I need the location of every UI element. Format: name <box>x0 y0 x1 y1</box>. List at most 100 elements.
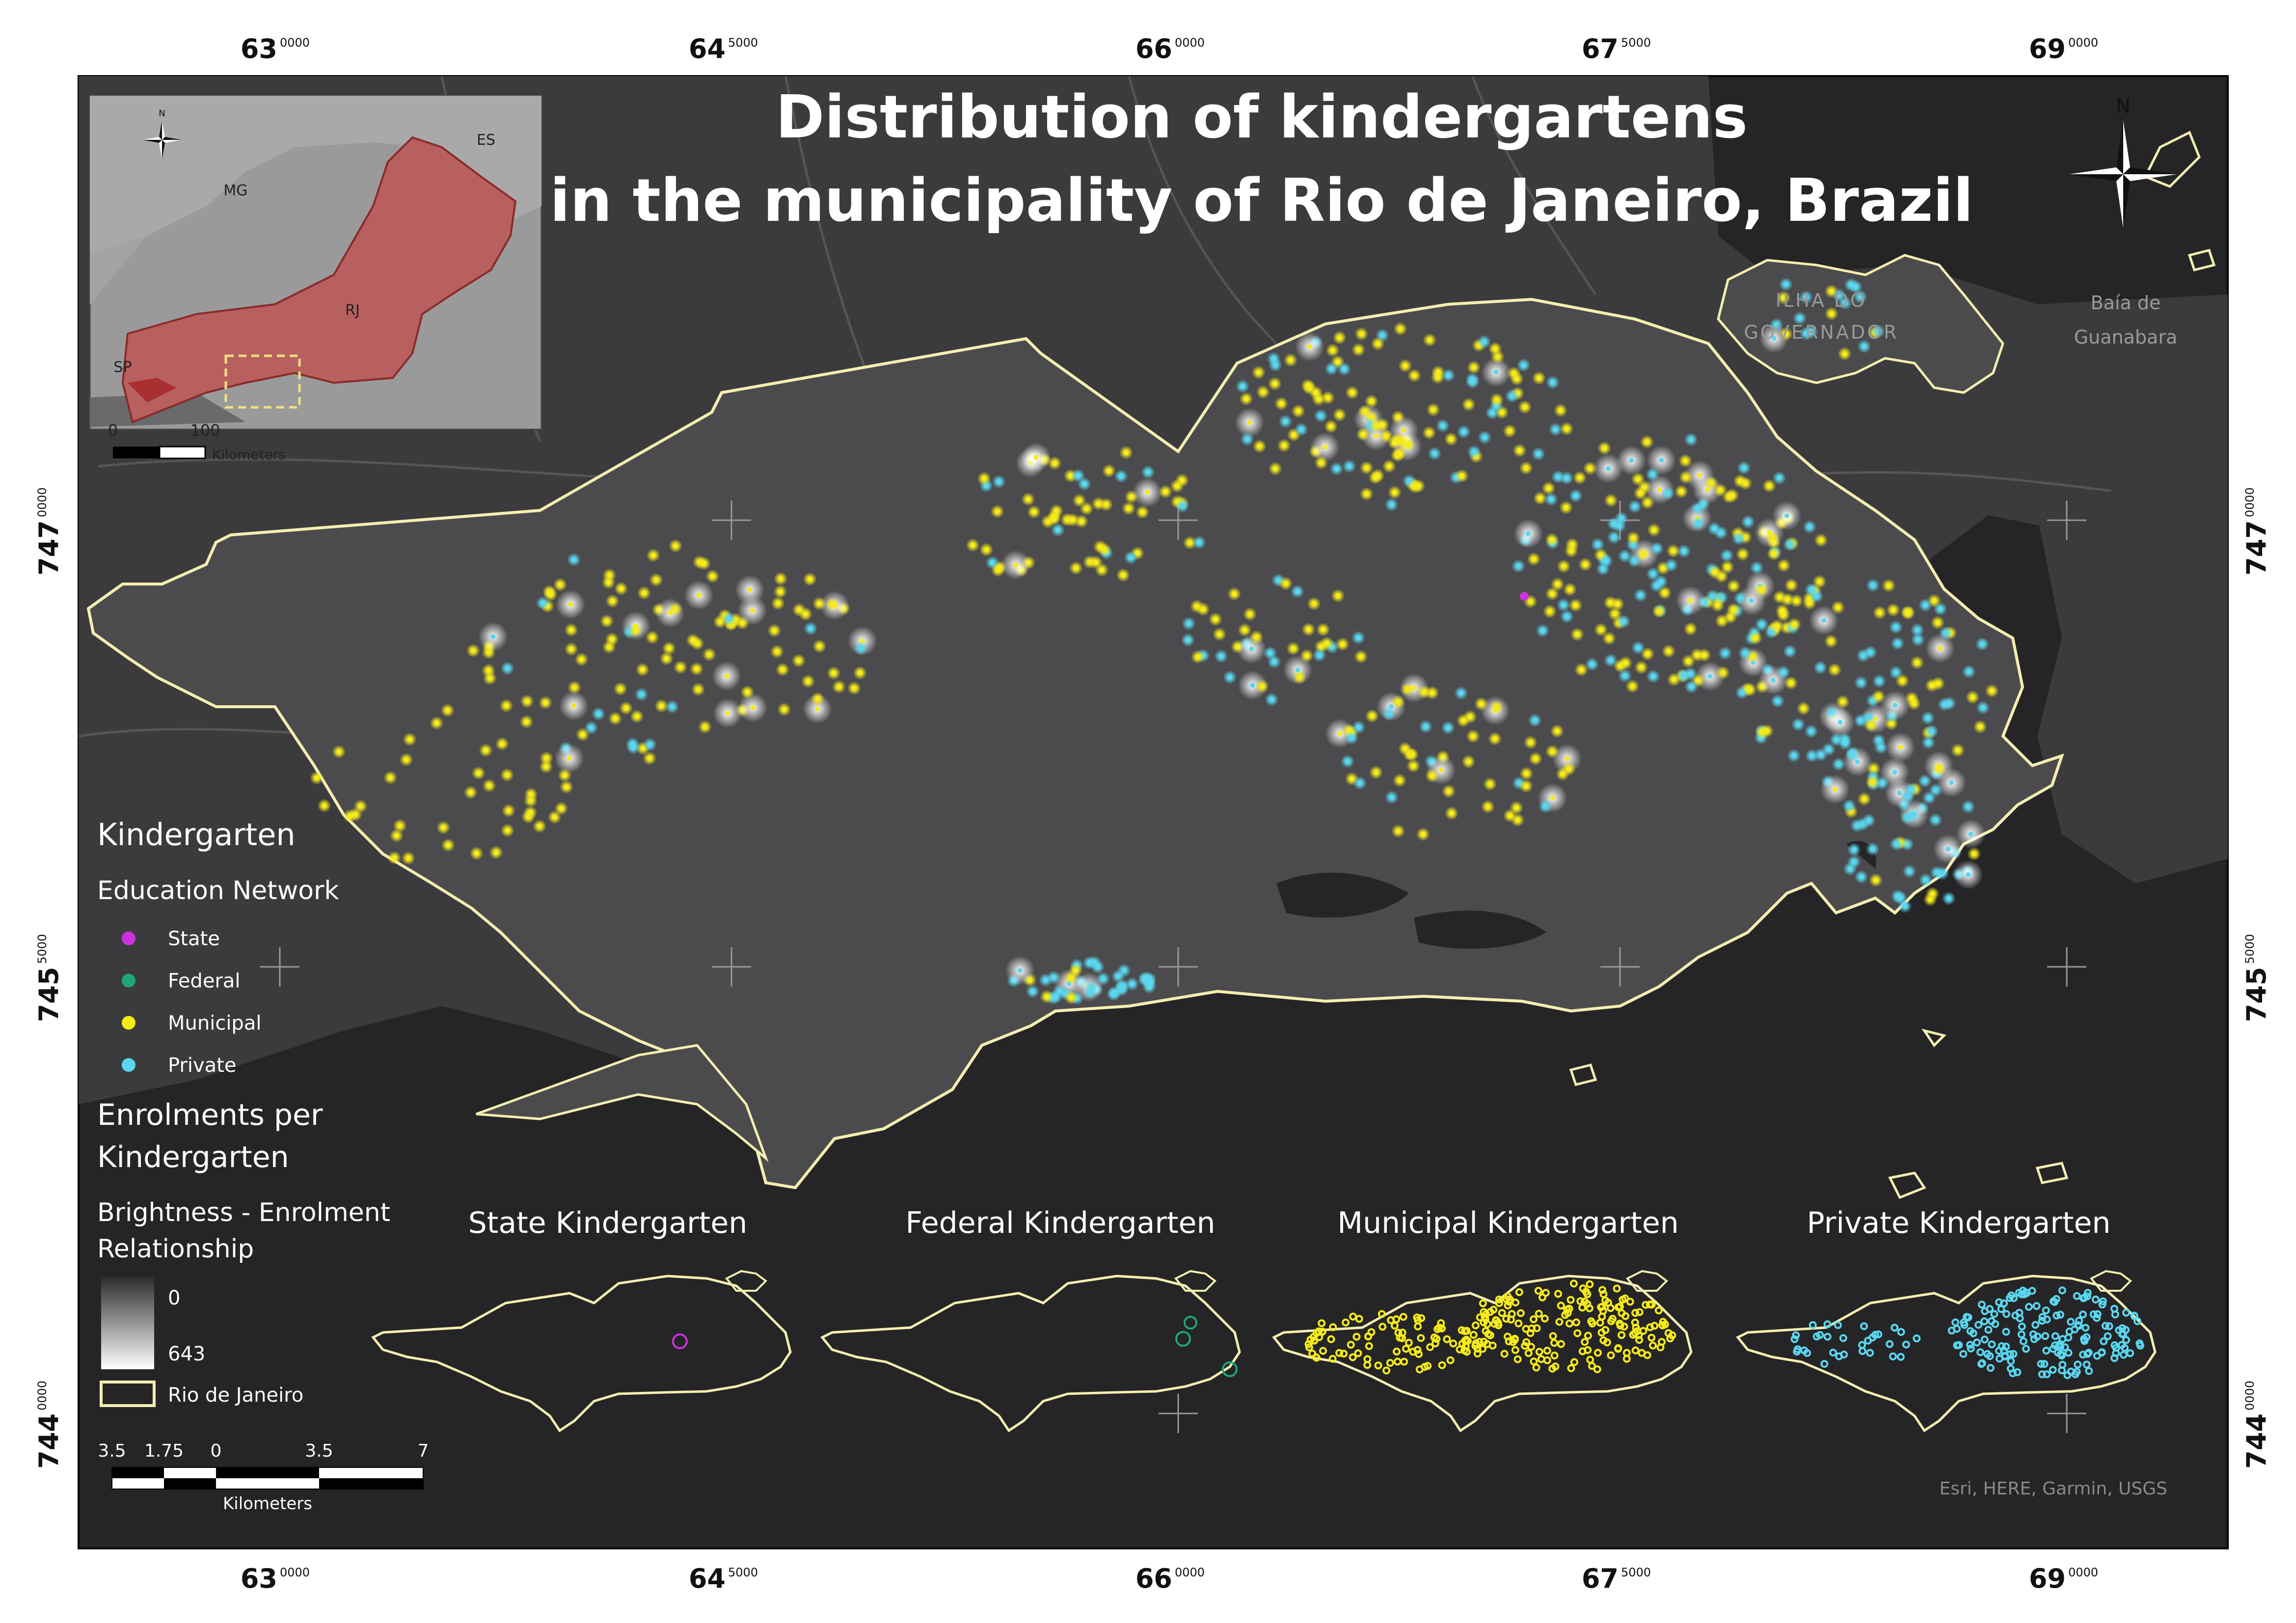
small-map-point <box>1486 1331 1494 1339</box>
small-map-point <box>1874 1330 1883 1338</box>
private-kindergarten-core <box>1946 896 1951 901</box>
private-kindergarten-core <box>1186 621 1191 626</box>
private-kindergarten-core <box>1423 724 1429 729</box>
inset-label-sp: SP <box>113 359 132 376</box>
small-map-point <box>1473 1350 1482 1357</box>
small-map-point <box>1613 1284 1621 1293</box>
small-map-point <box>1902 1340 1910 1349</box>
small-map-island <box>725 1270 768 1292</box>
municipal-kindergarten-core <box>1398 326 1403 332</box>
municipal-kindergarten-core <box>1319 460 1324 465</box>
municipal-kindergarten-core <box>796 658 801 664</box>
private-kindergarten-core <box>1804 294 1809 300</box>
private-kindergarten-core <box>1933 787 1938 793</box>
small-map-point <box>1969 1329 1977 1337</box>
small-map-point <box>2042 1306 2050 1314</box>
municipal-kindergarten-core <box>1291 432 1297 438</box>
private-kindergarten-core <box>1938 606 1943 612</box>
y-label-left-2: 744 <box>33 1413 64 1469</box>
municipal-kindergarten-core <box>1794 598 1799 604</box>
municipal-kindergarten-core <box>1747 687 1753 692</box>
private-kindergarten-core <box>1561 602 1566 608</box>
municipal-kindergarten-core <box>1788 680 1794 686</box>
private-kindergarten-core <box>1650 571 1656 577</box>
private-kindergarten-core <box>1564 476 1569 481</box>
small-map-point <box>1514 1319 1523 1328</box>
y-label-left-1: 745 <box>33 967 64 1022</box>
small-map-point <box>2040 1360 2049 1368</box>
municipal-kindergarten-core <box>1052 460 1057 466</box>
municipal-kindergarten-core <box>1862 797 1867 801</box>
legend-network-heading: Education Network <box>97 876 339 905</box>
municipal-kindergarten-core <box>1272 466 1278 471</box>
municipal-kindergarten-core <box>1783 331 1789 337</box>
private-kindergarten-core <box>1603 559 1609 564</box>
municipal-kindergarten-core <box>1547 609 1552 614</box>
small-map-point <box>1664 1329 1673 1337</box>
municipal-kindergarten-core <box>1337 335 1342 340</box>
municipal-kindergarten-core <box>1360 432 1366 437</box>
municipal-kindergarten-core <box>725 711 730 716</box>
municipal-kindergarten-core <box>543 700 548 705</box>
municipal-kindergarten-core <box>1719 618 1725 624</box>
municipal-kindergarten-core <box>1929 683 1935 688</box>
small-map-point <box>1414 1322 1422 1330</box>
small-map-point <box>2000 1347 2008 1355</box>
private-kindergarten-core <box>1895 894 1900 899</box>
small-map-point <box>1386 1359 1394 1367</box>
y-sup-right-0: 0000 <box>2243 487 2257 517</box>
municipal-kindergarten-core <box>1145 490 1150 495</box>
small-map-point <box>1352 1332 1361 1341</box>
municipal-kindergarten-core <box>1492 736 1498 742</box>
private-kindergarten-core <box>1621 619 1626 624</box>
municipal-kindergarten-core <box>1702 652 1707 658</box>
private-kindergarten-core <box>1669 562 1674 568</box>
private-kindergarten-core <box>1317 652 1322 658</box>
small-map-point <box>1505 1337 1513 1346</box>
small-map-point <box>2075 1322 2083 1330</box>
municipal-kindergarten-core <box>1412 373 1417 378</box>
scale-bar <box>111 1467 424 1490</box>
small-map-point <box>1864 1336 1872 1345</box>
private-kindergarten-core <box>1043 977 1048 983</box>
private-kindergarten-core <box>1510 393 1514 399</box>
x-sup-bottom-4: 0000 <box>2068 1566 2098 1579</box>
municipal-kindergarten-core <box>1259 684 1265 689</box>
municipal-kindergarten-core <box>981 476 987 481</box>
y-label-right-1: 745 <box>2241 967 2272 1022</box>
municipal-kindergarten-core <box>1780 608 1785 613</box>
small-map-point <box>1426 1343 1434 1351</box>
small-map-point <box>1340 1350 1348 1358</box>
small-map-point <box>1959 1350 1968 1358</box>
small-map-point <box>1516 1309 1525 1317</box>
inset-rj-state <box>121 136 517 424</box>
small-map-point <box>1622 1349 1631 1357</box>
small-map-point <box>2019 1286 2027 1295</box>
municipal-kindergarten-core <box>619 586 624 591</box>
municipal-kindergarten-core <box>1623 660 1628 665</box>
private-kindergarten-core <box>1055 527 1060 532</box>
inset-map: MG ES RJ SP N 0 100 Kilometers <box>89 95 542 463</box>
municipal-kindergarten-core <box>634 714 640 719</box>
small-map-point <box>1990 1310 1999 1318</box>
small-map-point <box>1349 1353 1357 1361</box>
small-map-point <box>1431 1339 1439 1348</box>
municipal-kindergarten-core <box>1842 351 1847 356</box>
municipal-kindergarten-core <box>1832 787 1837 792</box>
private-kindergarten-core <box>1057 988 1062 994</box>
private-kindergarten-core <box>726 616 731 621</box>
private-kindergarten-core <box>1742 650 1748 656</box>
private-kindergarten-core <box>589 725 594 730</box>
scale-tick-1: 1.75 <box>144 1441 184 1461</box>
small-map-point <box>2053 1311 2061 1320</box>
private-kindergarten-core <box>1051 975 1056 980</box>
small-map-point <box>1469 1330 1478 1339</box>
municipal-kindergarten-core <box>775 601 781 606</box>
small-map-point <box>2101 1322 2109 1330</box>
title-line-1: Distribution of kindergartens <box>776 83 1748 152</box>
y-sup-left-1: 5000 <box>35 934 49 964</box>
municipal-kindergarten-core <box>1877 610 1883 615</box>
small-map-point <box>1488 1341 1497 1350</box>
small-map-point <box>1984 1326 1993 1334</box>
small-map-point <box>1394 1329 1403 1337</box>
